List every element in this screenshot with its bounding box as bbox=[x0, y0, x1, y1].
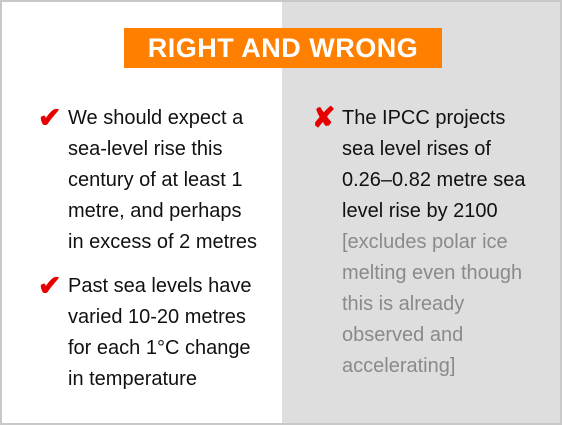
text-line: century of at least 1 bbox=[68, 169, 243, 191]
text-line: varied 10-20 metres bbox=[68, 306, 246, 328]
cross-mark-icon: ✘ bbox=[312, 102, 336, 133]
check-mark-icon: ✔ bbox=[38, 102, 62, 133]
left-point-2: ✔ Past sea levels have varied 10-20 metr… bbox=[38, 271, 282, 401]
text-line: 0.26–0.82 metre sea bbox=[342, 169, 526, 191]
left-point-1: ✔ We should expect a sea-level rise this… bbox=[38, 103, 282, 263]
text-line: The IPCC projects bbox=[342, 107, 506, 129]
left-point-1-text: We should expect a sea-level rise this c… bbox=[68, 103, 257, 258]
text-line: in temperature bbox=[68, 368, 197, 390]
slide-title: RIGHT AND WRONG bbox=[124, 28, 442, 68]
text-line: level rise by 2100 bbox=[342, 200, 498, 222]
right-panel bbox=[282, 2, 560, 423]
muted-text-line: [excludes polar ice bbox=[342, 231, 508, 253]
text-line: sea level rises of bbox=[342, 138, 491, 160]
text-line: sea-level rise this bbox=[68, 138, 223, 160]
text-line: metre, and perhaps bbox=[68, 200, 242, 222]
muted-text-line: accelerating] bbox=[342, 355, 456, 377]
text-line: Past sea levels have bbox=[68, 275, 252, 297]
muted-text-line: observed and bbox=[342, 324, 464, 346]
left-point-2-text: Past sea levels have varied 10-20 metres… bbox=[68, 271, 251, 395]
check-mark-icon: ✔ bbox=[38, 270, 62, 301]
text-line: for each 1°C change bbox=[68, 337, 251, 359]
right-point-1: ✘ The IPCC projects sea level rises of 0… bbox=[312, 103, 556, 393]
muted-text-line: melting even though bbox=[342, 262, 523, 284]
text-line: We should expect a bbox=[68, 107, 244, 129]
right-point-1-text: The IPCC projects sea level rises of 0.2… bbox=[342, 103, 525, 382]
muted-text-line: this is already bbox=[342, 293, 465, 315]
text-line: in excess of 2 metres bbox=[68, 231, 257, 253]
